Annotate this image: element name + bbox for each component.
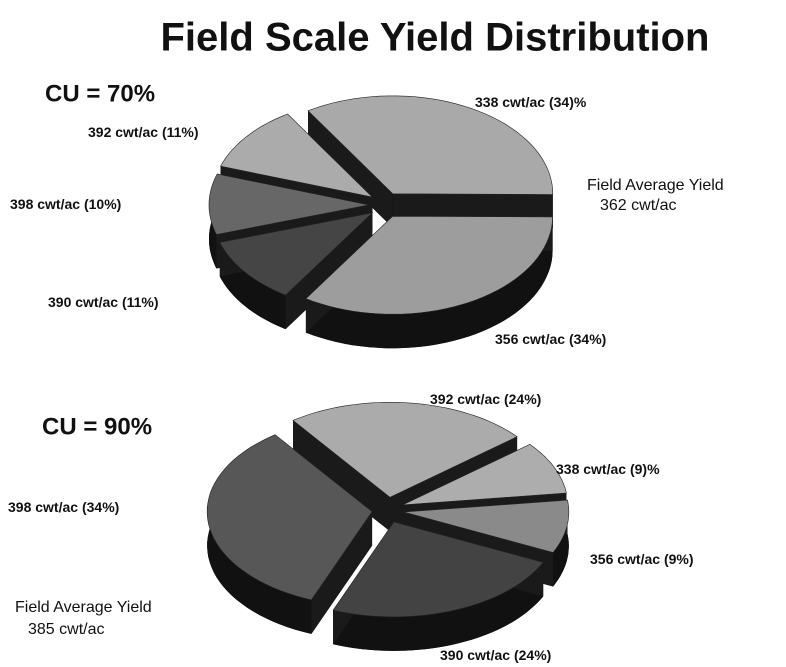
slice-category: 338 cwt/ac (475, 94, 545, 110)
annotation: Field Average Yield (587, 177, 724, 194)
slice-label: 338 cwt/ac (34)% (475, 94, 587, 110)
slice-label: 398 cwt/ac (10%) (10, 196, 121, 212)
page-title: Field Scale Yield Distribution (160, 16, 709, 60)
slice-value-label: (34%) (82, 499, 119, 515)
pie-slice (220, 113, 374, 198)
slice-category: 390 cwt/ac (440, 647, 510, 663)
slice-label: 356 cwt/ac (9%) (590, 551, 694, 567)
slice-side (333, 562, 544, 651)
pie-slice (332, 521, 544, 618)
slice-value-label: (10%) (84, 196, 121, 212)
slice-value-label: (11%) (162, 124, 199, 140)
slice-category: 398 cwt/ac (10, 196, 80, 212)
slice-value-label: (24%) (504, 391, 541, 407)
chart-subtitle: CU = 90% (42, 413, 152, 440)
slice-category: 398 cwt/ac (8, 499, 78, 515)
slice-edge (293, 420, 390, 532)
pie-slice (206, 434, 373, 601)
slice-value-label: (24%) (514, 647, 551, 663)
slice-side (553, 500, 569, 587)
slice-label: 398 cwt/ac (34%) (8, 499, 119, 515)
slice-side (219, 242, 286, 330)
slice-category: 356 cwt/ac (495, 331, 565, 347)
slice-value-label: (34)% (549, 94, 587, 110)
slice-label: 356 cwt/ac (34%) (495, 331, 606, 347)
slice-category: 392 cwt/ac (430, 391, 500, 407)
slice-side (305, 216, 553, 349)
slice-category: 338 cwt/ac (556, 461, 626, 477)
slice-category: 392 cwt/ac (88, 124, 158, 140)
pie-slice (307, 95, 554, 195)
slice-value-label: (9)% (630, 461, 660, 477)
slice-label: 338 cwt/ac (9)% (556, 461, 660, 477)
pie-slice (403, 499, 570, 553)
slice-label: 392 cwt/ac (11%) (88, 124, 199, 140)
pie-slice (402, 444, 567, 506)
slice-label: 392 cwt/ac (24%) (430, 391, 541, 407)
chart-subtitle: CU = 70% (45, 80, 155, 107)
slice-value-label: (34%) (569, 331, 606, 347)
annotation: Field Average Yield (15, 599, 152, 616)
slice-label: 390 cwt/ac (11%) (48, 294, 159, 310)
pie-slice (292, 402, 518, 498)
slice-category: 390 cwt/ac (48, 294, 118, 310)
pie-slice (219, 212, 374, 296)
slice-value-label: (9%) (664, 551, 694, 567)
annotation: 362 cwt/ac (600, 197, 676, 214)
slice-value-label: (11%) (122, 294, 159, 310)
pie-slice (208, 173, 370, 235)
annotation: 385 cwt/ac (28, 621, 104, 638)
slice-category: 356 cwt/ac (590, 551, 660, 567)
slice-edge (311, 511, 373, 634)
slice-label: 390 cwt/ac (24%) (440, 647, 551, 663)
pie-slice (305, 215, 553, 315)
